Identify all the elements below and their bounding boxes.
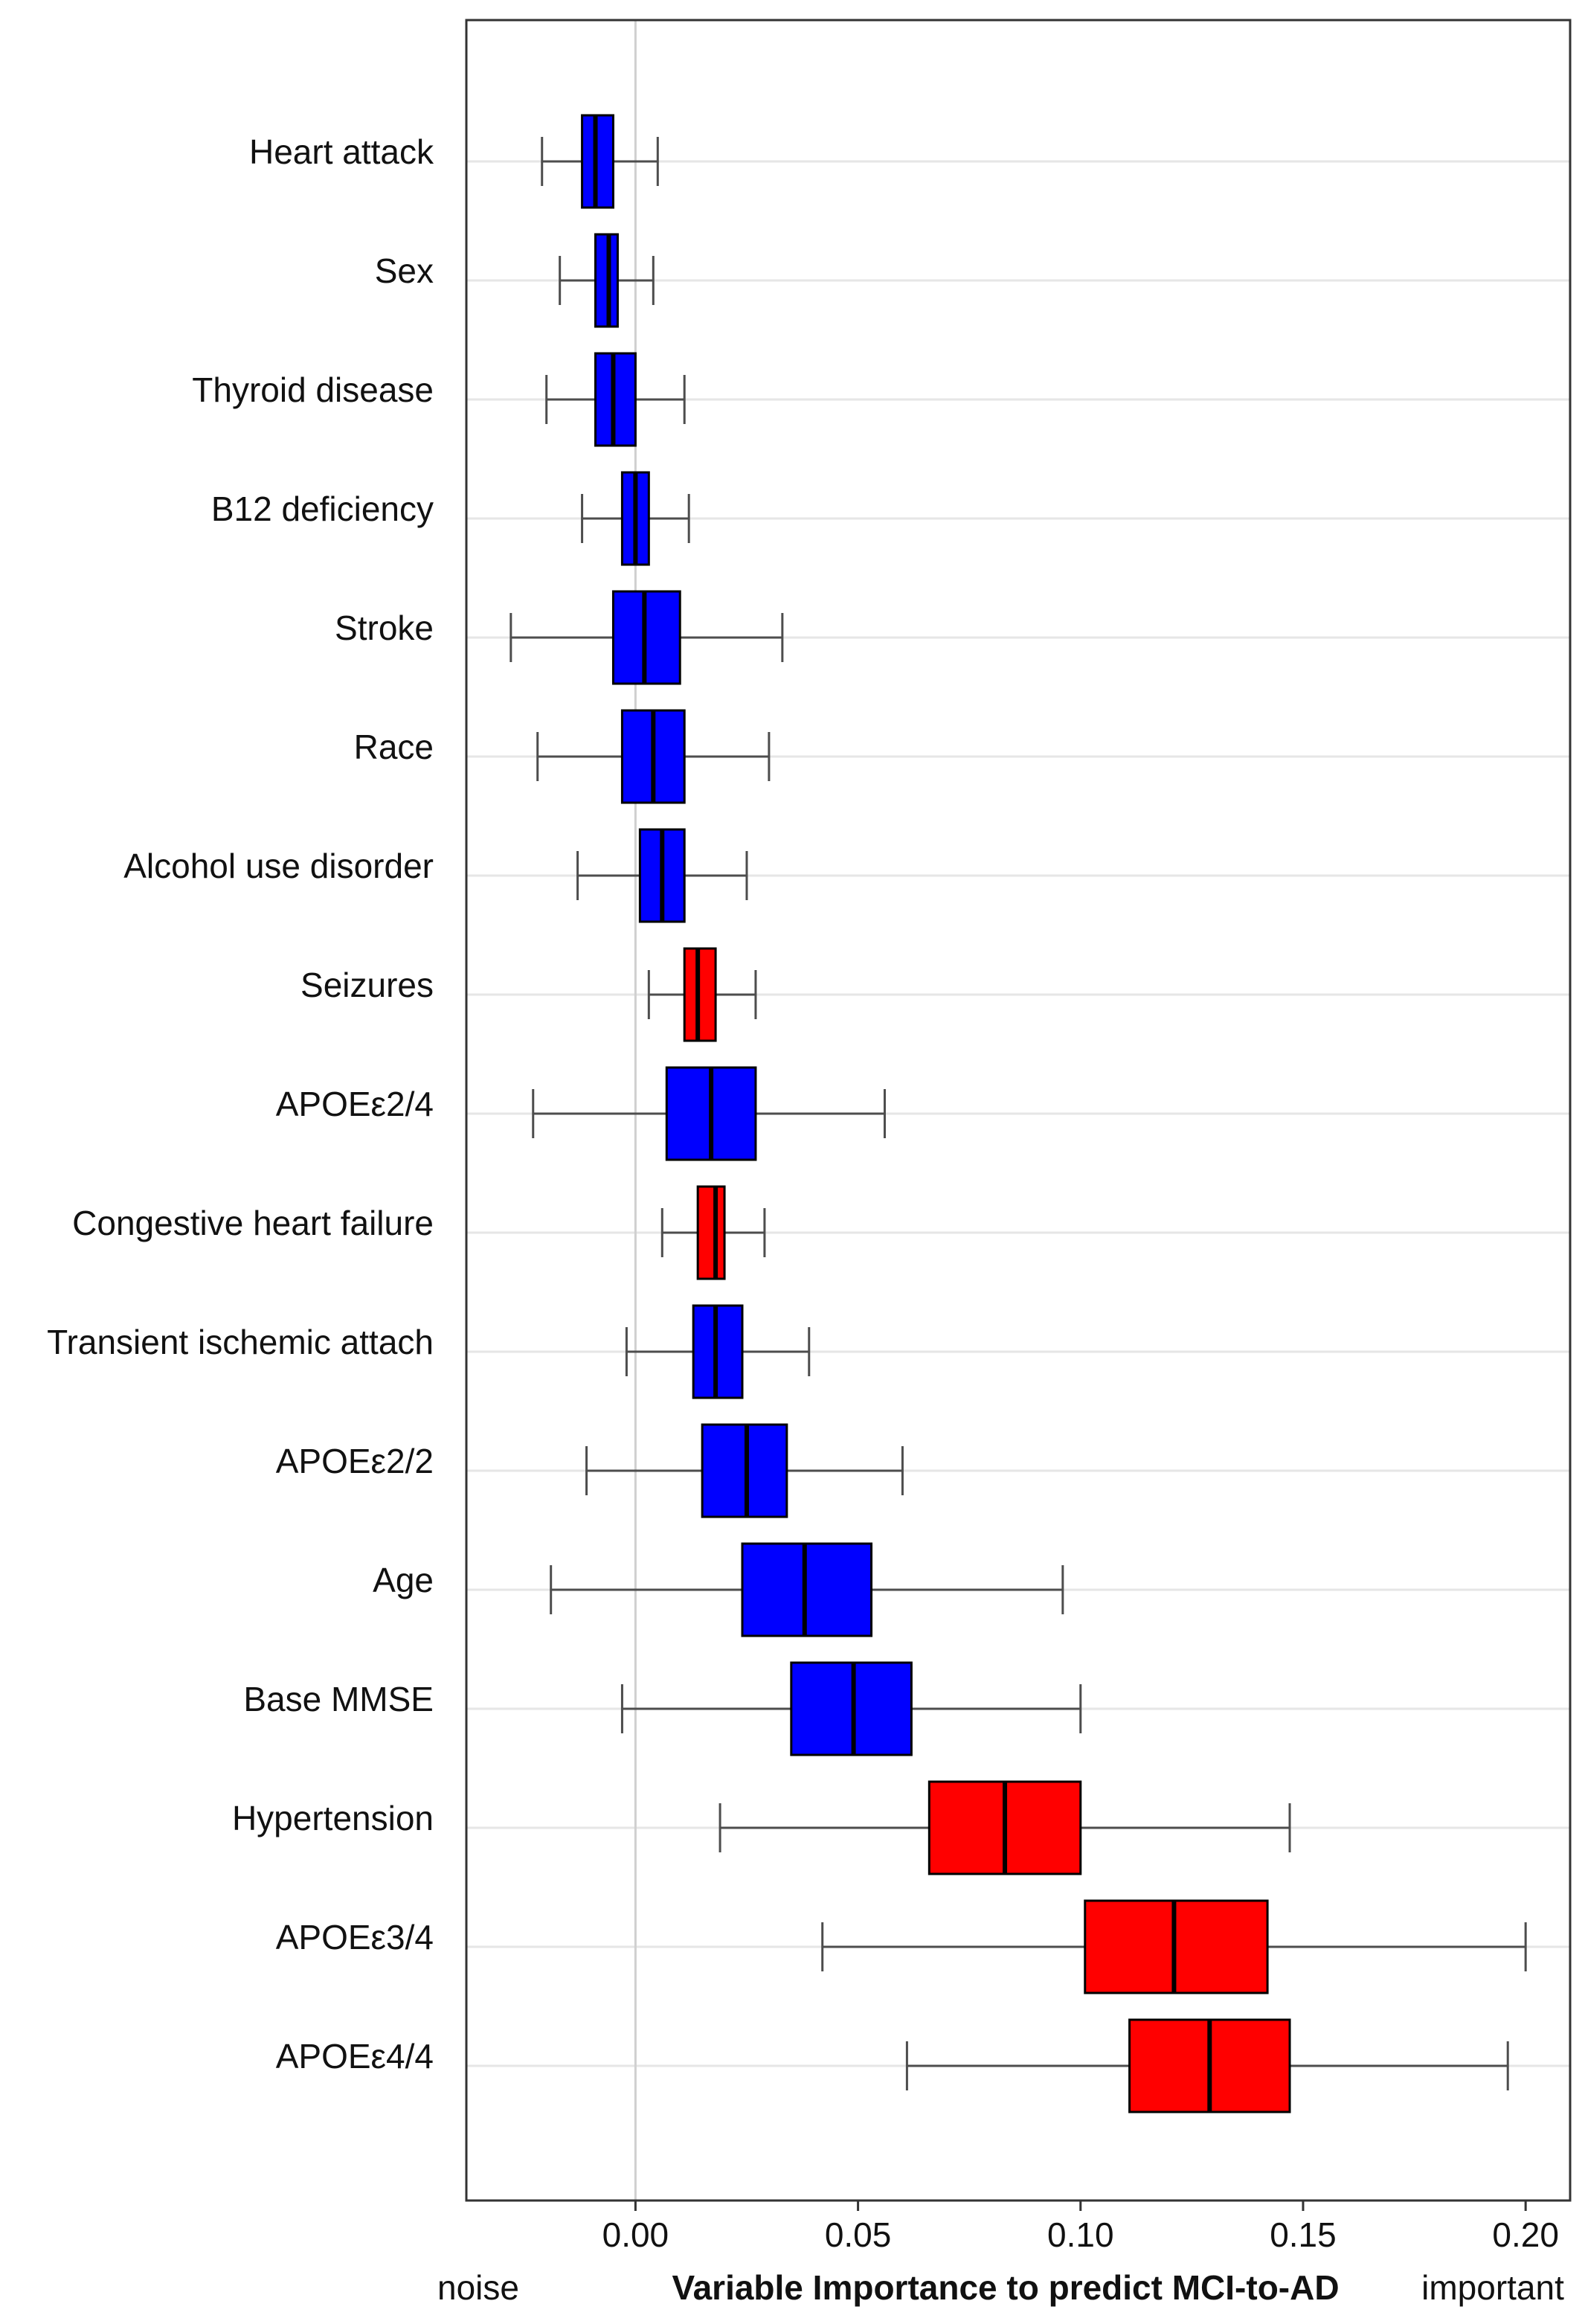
row-label-age: Age bbox=[373, 1561, 434, 1599]
row-label-congestive-heart-failure: Congestive heart failure bbox=[72, 1204, 434, 1242]
row-label-stroke: Stroke bbox=[335, 609, 434, 647]
row-labels: Heart attack Sex Thyroid disease B12 defici… bbox=[47, 132, 434, 2076]
important-label: important bbox=[1421, 2268, 1564, 2307]
row-label-base-mmse: Base MMSE bbox=[243, 1680, 434, 1718]
x-tick-label-1: 0.05 bbox=[825, 2215, 892, 2254]
x-axis: 0.00 0.05 0.10 0.15 0.20 bbox=[602, 2201, 1559, 2254]
row-label-apoe-2-2: APOEε2/2 bbox=[276, 1442, 434, 1480]
row-label-heart-attack: Heart attack bbox=[249, 132, 434, 171]
row-label-hypertension: Hypertension bbox=[232, 1799, 434, 1837]
row-label-b12-deficiency: B12 deficiency bbox=[211, 489, 434, 528]
box-congestive-heart-failure bbox=[698, 1187, 724, 1279]
x-axis-title: Variable Importance to predict MCI-to-AD bbox=[672, 2268, 1339, 2307]
row-label-race: Race bbox=[354, 728, 434, 766]
row-label-apoe-2-4: APOEε2/4 bbox=[276, 1085, 434, 1123]
row-label-apoe-3-4: APOEε3/4 bbox=[276, 1918, 434, 1957]
row-label-sex: Sex bbox=[375, 251, 434, 290]
x-tick-label-0: 0.00 bbox=[602, 2215, 669, 2254]
row-label-transient-ischemic-attach: Transient ischemic attach bbox=[47, 1323, 434, 1361]
row-label-apoe-4-4: APOEε4/4 bbox=[276, 2037, 434, 2076]
x-tick-label-4: 0.20 bbox=[1492, 2215, 1559, 2254]
x-tick-label-2: 0.10 bbox=[1047, 2215, 1114, 2254]
row-label-thyroid-disease: Thyroid disease bbox=[192, 370, 434, 409]
row-label-seizures: Seizures bbox=[300, 966, 434, 1004]
noise-label: noise bbox=[437, 2268, 519, 2307]
x-tick-label-3: 0.15 bbox=[1270, 2215, 1337, 2254]
row-label-alcohol-use-disorder: Alcohol use disorder bbox=[123, 847, 434, 885]
boxplot-chart: Heart attack Sex Thyroid disease B12 defici… bbox=[0, 0, 1585, 2324]
